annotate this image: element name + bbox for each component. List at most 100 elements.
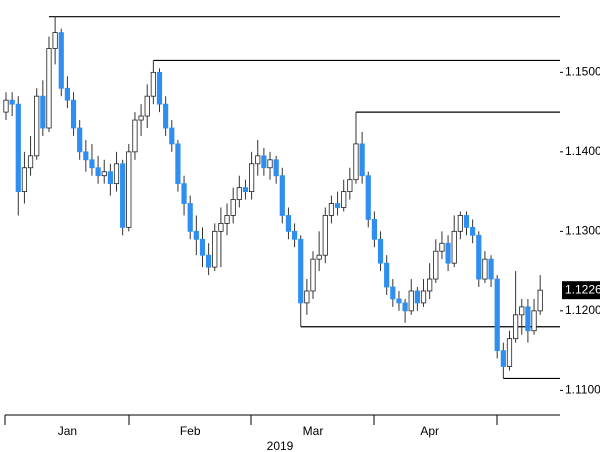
candle-body bbox=[15, 103, 21, 192]
candle-body bbox=[34, 95, 40, 157]
candle-body bbox=[273, 159, 279, 177]
candle-body bbox=[488, 258, 494, 280]
candle-body bbox=[537, 289, 543, 312]
candle-body bbox=[402, 302, 408, 312]
candle-body bbox=[248, 163, 255, 192]
candle-body bbox=[9, 99, 15, 105]
candle-body bbox=[101, 171, 107, 177]
candle-body bbox=[341, 191, 347, 208]
candle-body bbox=[513, 314, 519, 340]
y-tick-label: 1.1200 bbox=[565, 303, 600, 317]
candle-body bbox=[113, 163, 120, 185]
candle-body bbox=[236, 187, 242, 200]
candle-body bbox=[218, 223, 224, 232]
candle-body bbox=[138, 115, 144, 121]
candle-body bbox=[52, 32, 58, 49]
x-tick-label: Jan bbox=[58, 424, 77, 438]
candle-body bbox=[64, 87, 70, 101]
candle-body bbox=[531, 310, 537, 332]
candle-body bbox=[169, 127, 175, 145]
candle-body bbox=[291, 230, 298, 240]
candle-body bbox=[304, 290, 310, 304]
candle-body bbox=[261, 155, 267, 169]
candle-body bbox=[359, 143, 365, 177]
candle-body bbox=[414, 290, 420, 304]
candle-body bbox=[500, 350, 506, 367]
candle-body bbox=[476, 234, 482, 280]
candle-body bbox=[525, 306, 531, 332]
candle-body bbox=[279, 175, 285, 216]
candle-body bbox=[390, 286, 396, 300]
candle-body bbox=[144, 95, 150, 117]
candle-body bbox=[132, 119, 138, 153]
candle-body bbox=[163, 103, 169, 129]
candle-body bbox=[21, 167, 28, 192]
candle-body bbox=[439, 242, 445, 252]
candle-body bbox=[371, 219, 378, 240]
candle-body bbox=[494, 278, 500, 352]
candle-body bbox=[150, 71, 156, 97]
candle-body bbox=[89, 159, 95, 169]
candle-body bbox=[187, 203, 193, 232]
candle-body bbox=[420, 290, 427, 304]
candle-body bbox=[126, 151, 132, 228]
candle-body bbox=[193, 230, 199, 240]
y-tick-label: 1.1100 bbox=[565, 383, 600, 397]
candle-body bbox=[212, 230, 218, 268]
x-tick-label: Apr bbox=[420, 424, 439, 438]
candle-body bbox=[463, 215, 470, 228]
candle-body bbox=[445, 242, 451, 264]
candle-body bbox=[396, 298, 402, 304]
candle-body bbox=[95, 167, 101, 177]
candle-body bbox=[334, 203, 341, 208]
candle-body bbox=[328, 203, 335, 216]
y-tick-label: 1.1300 bbox=[565, 224, 600, 238]
candle-body bbox=[285, 215, 292, 232]
last-price-label: 1.1226 bbox=[565, 282, 600, 296]
candle-body bbox=[427, 278, 433, 292]
candle-body bbox=[377, 238, 384, 264]
y-tick-label: 1.1500 bbox=[565, 65, 600, 79]
candle-body bbox=[322, 215, 328, 256]
candle-body bbox=[156, 71, 163, 105]
candle-body bbox=[107, 171, 113, 185]
candle-body bbox=[70, 99, 77, 129]
candle-body bbox=[298, 238, 304, 304]
candle-body bbox=[230, 199, 236, 216]
candle-body bbox=[519, 306, 525, 316]
candle-body bbox=[206, 254, 212, 268]
candle-body bbox=[40, 95, 46, 129]
candle-body bbox=[433, 250, 439, 280]
candle-body bbox=[255, 155, 261, 165]
y-tick-label: 1.1400 bbox=[565, 144, 600, 158]
candle-body bbox=[316, 254, 322, 260]
last-price-box bbox=[562, 281, 600, 300]
candle-body bbox=[384, 262, 390, 288]
x-tick-label: Feb bbox=[180, 424, 201, 438]
candle-body bbox=[46, 48, 52, 129]
candle-body bbox=[365, 175, 371, 220]
candle-body bbox=[224, 215, 230, 224]
candle-body bbox=[457, 215, 463, 232]
x-tick-label: Mar bbox=[303, 424, 324, 438]
candle-body bbox=[267, 159, 273, 169]
candle-body bbox=[3, 99, 9, 113]
candle-body bbox=[181, 183, 187, 204]
candle-body bbox=[470, 226, 476, 236]
candle-body bbox=[83, 151, 89, 161]
candle-body bbox=[506, 338, 513, 367]
candle-body bbox=[199, 238, 206, 256]
candle-body bbox=[353, 143, 359, 181]
candle-body bbox=[27, 155, 34, 169]
candle-body bbox=[77, 127, 83, 153]
candle-body bbox=[310, 258, 316, 292]
candle-body bbox=[408, 290, 414, 312]
candle-body bbox=[451, 230, 457, 264]
candle-body bbox=[482, 258, 488, 280]
candle-body bbox=[242, 187, 249, 192]
year-label: 2019 bbox=[267, 439, 294, 452]
candle-body bbox=[175, 143, 181, 185]
candle-body bbox=[347, 179, 353, 192]
candle-body bbox=[58, 32, 64, 89]
